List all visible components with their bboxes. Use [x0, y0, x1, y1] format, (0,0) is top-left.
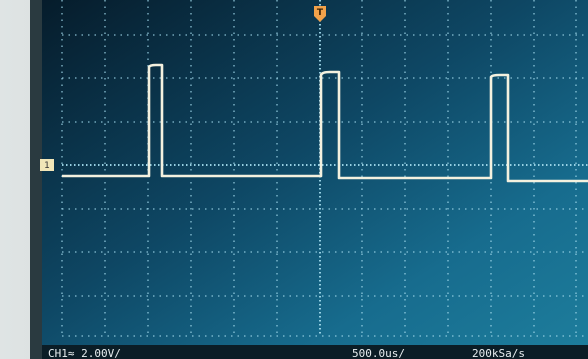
- channel-scale: CH1≈ 2.00V/: [48, 347, 121, 359]
- sample-rate: 200kSa/s: [472, 347, 525, 359]
- page: T 1 CH1≈ 2.00V/ 500.0us/ 200kSa/s (() =>…: [0, 0, 588, 359]
- screen: [42, 0, 588, 345]
- oscilloscope-photo: T 1 CH1≈ 2.00V/ 500.0us/ 200kSa/s: [0, 0, 588, 359]
- timebase: 500.0us/: [352, 347, 405, 359]
- ground-label: 1: [44, 161, 50, 171]
- trigger-label: T: [317, 8, 324, 18]
- ground-marker: 1: [40, 159, 54, 171]
